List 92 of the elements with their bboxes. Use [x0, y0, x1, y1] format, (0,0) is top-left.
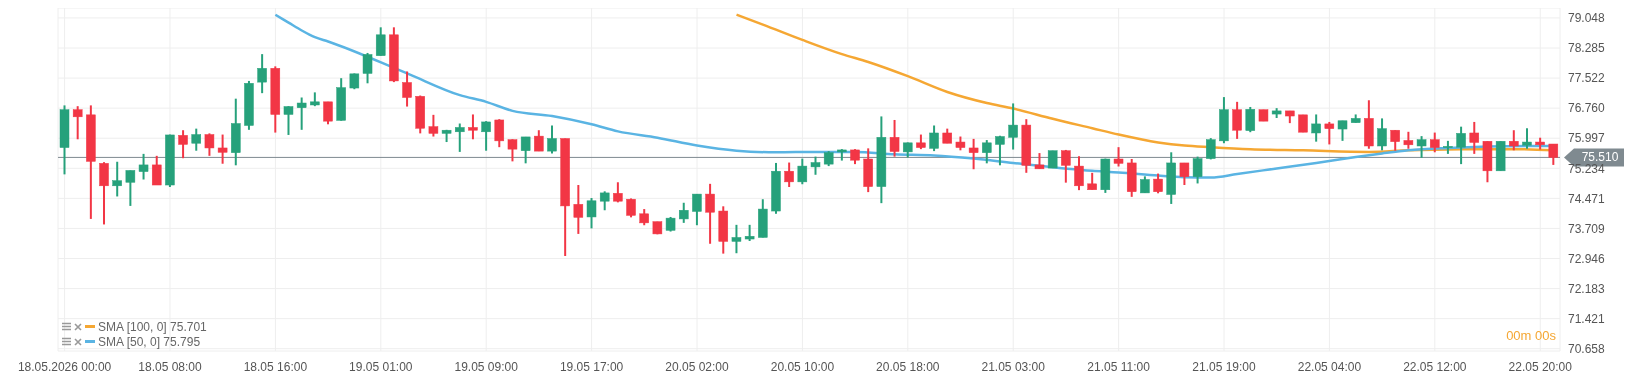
x-tick-label: 20.05 02:00 — [665, 360, 730, 374]
x-tick-label: 18.05.2026 00:00 — [17, 360, 112, 374]
candlestick — [138, 152, 149, 181]
legend-label: SMA [50, 0] 75.795 — [98, 334, 201, 349]
candlestick — [1245, 105, 1256, 134]
y-tick-label: 76.760 — [1568, 101, 1606, 116]
x-tick-label: 22.05 12:00 — [1403, 360, 1467, 374]
candlestick — [547, 124, 557, 155]
annotation: 00m 00s — [1506, 328, 1556, 343]
candlestick — [1377, 117, 1387, 152]
candlestick — [1416, 135, 1427, 159]
candlestick — [1390, 129, 1400, 152]
candlestick — [1179, 161, 1190, 187]
legend-label: SMA [100, 0] 75.701 — [98, 319, 207, 334]
candlestick — [178, 129, 188, 160]
y-tick-label: 70.658 — [1568, 341, 1606, 356]
candlestick — [705, 182, 715, 245]
candlestick — [1324, 120, 1335, 146]
candlestick — [534, 129, 544, 153]
candlestick — [481, 120, 491, 152]
candlestick — [1192, 155, 1203, 185]
candlestick — [1008, 102, 1018, 151]
x-tick-label: 22.05 20:00 — [1508, 360, 1573, 374]
y-tick-label: 79.048 — [1568, 11, 1606, 26]
candlestick — [692, 193, 702, 227]
x-tick-label: 21.05 03:00 — [981, 360, 1046, 374]
x-tick-label: 18.05 16:00 — [243, 360, 308, 374]
candlestick — [362, 51, 373, 85]
candlestick — [784, 161, 794, 188]
candlestick — [72, 105, 83, 141]
y-tick-label: 72.946 — [1568, 251, 1606, 266]
candlestick — [599, 190, 610, 212]
candlestick — [1337, 119, 1348, 142]
candlestick — [1113, 146, 1124, 168]
candlestick — [507, 138, 518, 163]
candlestick — [283, 105, 294, 136]
candlestick — [679, 201, 689, 224]
candlestick — [375, 26, 386, 57]
candlestick — [1153, 172, 1163, 195]
candlestick — [257, 53, 267, 95]
candlestick — [494, 118, 505, 149]
candlestick — [1456, 125, 1466, 166]
candlestick — [929, 124, 939, 153]
candlestick — [995, 134, 1005, 167]
y-tick-label: 73.709 — [1568, 221, 1606, 236]
x-tick-label: 20.05 18:00 — [876, 360, 940, 374]
candlestick — [520, 135, 531, 165]
x-tick-label: 21.05 19:00 — [1192, 360, 1257, 374]
x-tick-label: 20.05 10:00 — [770, 360, 835, 374]
candlestick — [968, 137, 979, 171]
candlestick — [626, 197, 636, 219]
y-tick-label: 78.285 — [1568, 41, 1606, 56]
candlestick — [151, 154, 162, 187]
candlestick — [428, 113, 439, 138]
candlestick — [191, 127, 201, 152]
y-tick-label: 71.421 — [1568, 311, 1606, 326]
candlestick — [99, 161, 109, 226]
candlestick — [1522, 127, 1532, 150]
candlestick — [586, 197, 597, 230]
y-tick-label: 77.522 — [1568, 71, 1606, 86]
candlestick — [1430, 131, 1440, 154]
candlestick — [217, 133, 228, 165]
x-tick-label: 18.05 08:00 — [138, 360, 203, 374]
candlestick — [296, 96, 307, 131]
candlestick — [1074, 155, 1084, 192]
x-tick-label: 21.05 11:00 — [1087, 360, 1151, 374]
x-tick-label: 19.05 17:00 — [559, 360, 624, 374]
candlestick — [889, 118, 900, 158]
candlestick — [125, 169, 136, 207]
candlestick — [1061, 148, 1071, 184]
y-tick-label: 72.183 — [1568, 281, 1606, 296]
candlestick — [402, 70, 412, 108]
x-tick-label: 19.05 09:00 — [454, 360, 519, 374]
candlestick — [1469, 120, 1480, 155]
candlestick — [1311, 113, 1321, 143]
candlestick — [810, 155, 821, 176]
candlestick — [1509, 129, 1519, 152]
candlestick — [731, 223, 742, 255]
y-tick-label: 74.471 — [1568, 191, 1606, 206]
candlestick — [204, 132, 215, 157]
candlestick — [468, 113, 478, 141]
candlestick — [797, 157, 808, 186]
candlestick — [1548, 143, 1559, 166]
candlestick — [112, 160, 122, 198]
candlestick — [323, 100, 333, 126]
candlestick — [455, 122, 465, 153]
x-tick-label: 19.05 01:00 — [349, 360, 413, 374]
y-tick-label: 75.997 — [1568, 131, 1606, 146]
candlestick — [1232, 100, 1242, 140]
candlestick — [573, 184, 584, 235]
x-tick-label: 22.05 04:00 — [1297, 360, 1362, 374]
candlestick — [982, 139, 992, 165]
